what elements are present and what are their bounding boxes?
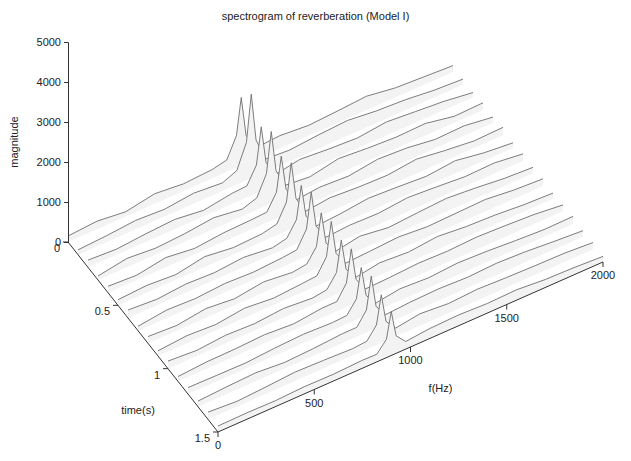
time-tick-label: 0.5	[95, 305, 110, 317]
z-axis-line	[64, 43, 69, 243]
plot-area	[68, 66, 603, 432]
time-tick-mark	[163, 368, 168, 369]
z-tick-mark	[64, 82, 68, 83]
time-tick-mark	[113, 305, 118, 306]
z-tick-mark	[64, 42, 68, 43]
z-tick-mark	[64, 122, 68, 123]
z-tick: 1000	[37, 196, 68, 208]
freq-tick-label: 500	[305, 397, 323, 409]
freq-tick-label: 0	[215, 439, 221, 451]
freq-tick-mark	[218, 432, 219, 437]
time-axis-title: time(s)	[121, 404, 155, 416]
axes: 0 1000 2000 3000 4000 5000 magnitude 0 0.5 1 1.5 ti…	[8, 36, 615, 451]
time-tick-label: 1	[154, 369, 160, 381]
freq-tick-mark	[603, 262, 604, 267]
z-tick-label: 5000	[37, 36, 61, 48]
spectrum-slice	[218, 256, 603, 426]
time-axis-line	[68, 242, 218, 432]
z-tick: 2000	[37, 156, 68, 168]
slice-fill	[208, 243, 593, 420]
time-tick-label: 0	[54, 242, 60, 254]
freq-tick-mark	[410, 347, 411, 352]
z-tick-label: 4000	[37, 76, 61, 88]
freq-axis-title: f(Hz)	[429, 382, 453, 394]
freq-axis-line	[218, 262, 603, 432]
time-tick-mark	[213, 432, 218, 433]
freq-tick-mark	[314, 390, 315, 395]
z-tick: 5000	[37, 36, 68, 48]
freq-tick-label: 1500	[495, 312, 519, 324]
freq-tick-label: 2000	[591, 269, 615, 281]
z-axis-title: magnitude	[8, 116, 20, 167]
time-tick-label: 1.5	[195, 432, 210, 444]
chart: spectrogram of reverberation (Model I)01…	[0, 0, 631, 461]
freq-tick-label: 1000	[398, 354, 422, 366]
z-tick-label: 3000	[37, 116, 61, 128]
z-tick: 3000	[37, 116, 68, 128]
spectrum-slice	[208, 243, 593, 413]
z-axis: 010002000300040005000	[37, 36, 69, 248]
z-tick-mark	[64, 242, 68, 243]
freq-tick-mark	[506, 305, 507, 310]
z-tick-label: 2000	[37, 156, 61, 168]
title: spectrogram of reverberation (Model I)	[222, 10, 410, 22]
z-tick-mark	[64, 202, 68, 203]
z-tick: 4000	[37, 76, 68, 88]
time-tick-mark	[63, 242, 68, 243]
z-tick-label: 1000	[37, 196, 61, 208]
slice-fill	[218, 256, 603, 432]
z-tick-mark	[64, 162, 68, 163]
